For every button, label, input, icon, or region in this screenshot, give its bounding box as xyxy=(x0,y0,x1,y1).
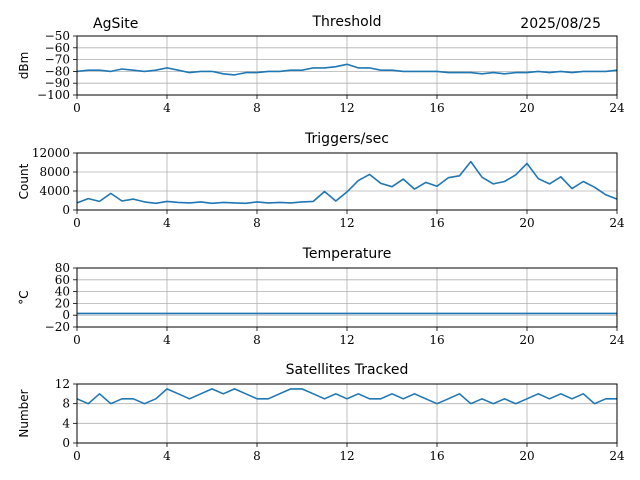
temperature-xtick-label-6: 24 xyxy=(609,333,625,347)
temperature-title: Temperature xyxy=(302,246,392,262)
threshold-xtick-label-3: 12 xyxy=(339,101,354,115)
threshold-panel: 0 4 8 12 16 20 24 −100−90−80−70−60−50 Threshold d… xyxy=(17,14,625,115)
date-label: 2025/08/25 xyxy=(520,16,601,32)
threshold-ytick-label-0: −100 xyxy=(37,88,70,102)
temperature-ytick-label-2: 20 xyxy=(55,296,70,310)
threshold-xtick-label-6: 24 xyxy=(609,101,625,115)
satellites-tracked-xtick-label-3: 12 xyxy=(339,449,354,463)
triggers-sec-xtick-label-1: 4 xyxy=(163,216,171,230)
triggers-sec-ytick-label-3: 12000 xyxy=(32,146,70,160)
temperature-ytick-label-0: −20 xyxy=(45,320,70,334)
triggers-sec-title: Triggers/sec xyxy=(304,131,389,147)
temperature-xtick-label-1: 4 xyxy=(163,333,171,347)
triggers-sec-xtick-label-4: 16 xyxy=(429,216,444,230)
triggers-sec-xtick-label-2: 8 xyxy=(253,216,261,230)
triggers-sec-ytick-label-2: 8000 xyxy=(39,165,70,179)
satellites-tracked-xtick-label-5: 20 xyxy=(519,449,534,463)
threshold-xtick-label-5: 20 xyxy=(519,101,534,115)
temperature-ytick-label-1: 0 xyxy=(62,308,70,322)
satellites-tracked-xtick-label-0: 0 xyxy=(73,449,81,463)
triggers-sec-xtick-label-3: 12 xyxy=(339,216,354,230)
satellites-tracked-ylabel: Number xyxy=(17,389,31,437)
temperature-xtick-label-3: 12 xyxy=(339,333,354,347)
triggers-sec-xtick-label-0: 0 xyxy=(73,216,81,230)
temperature-ytick-label-3: 40 xyxy=(55,285,70,299)
satellites-tracked-panel: 0 4 8 12 16 20 24 0 4 8 12 Satellites Tracked Number xyxy=(17,362,625,463)
temperature-ytick-label-5: 80 xyxy=(55,261,70,275)
threshold-ytick-label-5: −50 xyxy=(45,29,70,43)
satellites-tracked-ytick-label-0: 0 xyxy=(62,436,70,450)
temperature-xtick-label-4: 16 xyxy=(429,333,444,347)
threshold-ytick-label-3: −70 xyxy=(45,53,70,67)
satellites-tracked-xtick-label-2: 8 xyxy=(253,449,261,463)
temperature-ytick-label-4: 60 xyxy=(55,273,70,287)
triggers-sec-ytick-label-0: 0 xyxy=(62,203,70,217)
triggers-sec-panel: 0 4 8 12 16 20 24 0 4000 8000 12000 Triggers/sec Cou… xyxy=(17,131,625,230)
threshold-xtick-label-1: 4 xyxy=(163,101,171,115)
temperature-xtick-label-2: 8 xyxy=(253,333,261,347)
panels: 0 4 8 12 16 20 24 −100−90−80−70−60−50 Threshold d… xyxy=(17,14,625,463)
triggers-sec-ylabel: Count xyxy=(17,163,31,199)
threshold-xtick-label-2: 8 xyxy=(253,101,261,115)
satellites-tracked-ytick-label-3: 12 xyxy=(55,377,70,391)
threshold-title: Threshold xyxy=(312,14,382,30)
satellites-tracked-series-line-0 xyxy=(76,388,617,405)
satellites-tracked-title: Satellites Tracked xyxy=(286,362,409,378)
threshold-xtick-label-0: 0 xyxy=(73,101,81,115)
temperature-ylabel: °C xyxy=(17,290,31,304)
triggers-sec-xtick-label-5: 20 xyxy=(519,216,534,230)
satellites-tracked-ytick-label-1: 4 xyxy=(62,416,70,430)
satellites-tracked-xtick-label-1: 4 xyxy=(163,449,171,463)
threshold-ytick-label-4: −60 xyxy=(45,41,70,55)
threshold-ytick-label-1: −90 xyxy=(45,76,70,90)
site-label: AgSite xyxy=(93,16,138,32)
threshold-series-line-0 xyxy=(76,63,618,76)
triggers-sec-xtick-label-6: 24 xyxy=(609,216,625,230)
triggers-sec-series-line-0 xyxy=(76,160,618,205)
threshold-xtick-label-4: 16 xyxy=(429,101,444,115)
temperature-xtick-label-0: 0 xyxy=(73,333,81,347)
temperature-xtick-label-5: 20 xyxy=(519,333,534,347)
satellites-tracked-xtick-label-4: 16 xyxy=(429,449,444,463)
satellites-tracked-ytick-label-2: 8 xyxy=(62,397,70,411)
threshold-ylabel: dBm xyxy=(17,52,31,80)
threshold-ytick-label-2: −80 xyxy=(45,64,70,78)
satellites-tracked-xtick-label-6: 24 xyxy=(609,449,625,463)
triggers-sec-ytick-label-1: 4000 xyxy=(39,184,70,198)
